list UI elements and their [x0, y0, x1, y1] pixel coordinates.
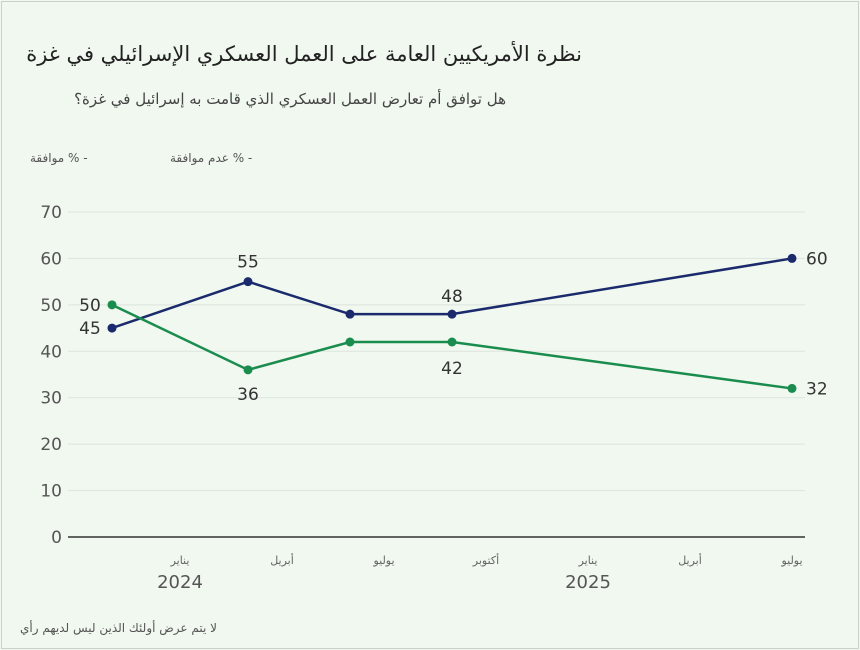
x-tick-label: يناير — [578, 554, 598, 567]
data-point — [107, 300, 117, 310]
data-point — [243, 365, 253, 375]
data-label: 36 — [237, 385, 259, 405]
legend-approve: - % موافقة — [30, 151, 88, 165]
data-label: 32 — [806, 379, 828, 399]
data-label: 50 — [79, 296, 101, 316]
legend-disapprove: - % عدم موافقة — [170, 151, 253, 165]
y-tick-label: 10 — [40, 482, 62, 502]
data-point — [447, 337, 457, 347]
data-point — [243, 277, 253, 287]
y-tick-label: 20 — [40, 435, 62, 455]
data-point — [787, 253, 797, 263]
y-tick-label: 40 — [40, 342, 62, 362]
data-label: 55 — [237, 253, 259, 273]
x-tick-label: يوليو — [372, 554, 394, 567]
y-tick-label: 50 — [40, 296, 62, 316]
y-tick-label: 60 — [40, 249, 62, 269]
footnote: لا يتم عرض أولئك الذين ليس لديهم رأي — [20, 621, 217, 635]
data-point — [345, 337, 355, 347]
data-label: 42 — [441, 359, 463, 379]
x-year-label: 2025 — [565, 572, 611, 593]
data-point — [107, 323, 117, 333]
x-tick-label: أبريل — [678, 553, 702, 567]
data-label: 60 — [806, 249, 828, 269]
y-tick-label: 0 — [51, 528, 62, 548]
x-tick-label: أكتوبر — [472, 553, 499, 567]
data-point — [447, 309, 457, 319]
data-label: 48 — [441, 287, 463, 307]
x-tick-label: يوليو — [780, 554, 802, 567]
x-year-label: 2024 — [157, 572, 203, 593]
chart-title: نظرة الأمريكيين العامة على العمل العسكري… — [26, 42, 582, 66]
y-tick-label: 30 — [40, 389, 62, 409]
chart-subtitle: هل توافق أم تعارض العمل العسكري الذي قام… — [74, 90, 506, 108]
data-point — [787, 383, 797, 393]
y-tick-label: 70 — [40, 203, 62, 223]
x-tick-label: أبريل — [270, 553, 294, 567]
data-label: 45 — [79, 319, 101, 339]
data-point — [345, 309, 355, 319]
x-tick-label: يناير — [170, 554, 190, 567]
